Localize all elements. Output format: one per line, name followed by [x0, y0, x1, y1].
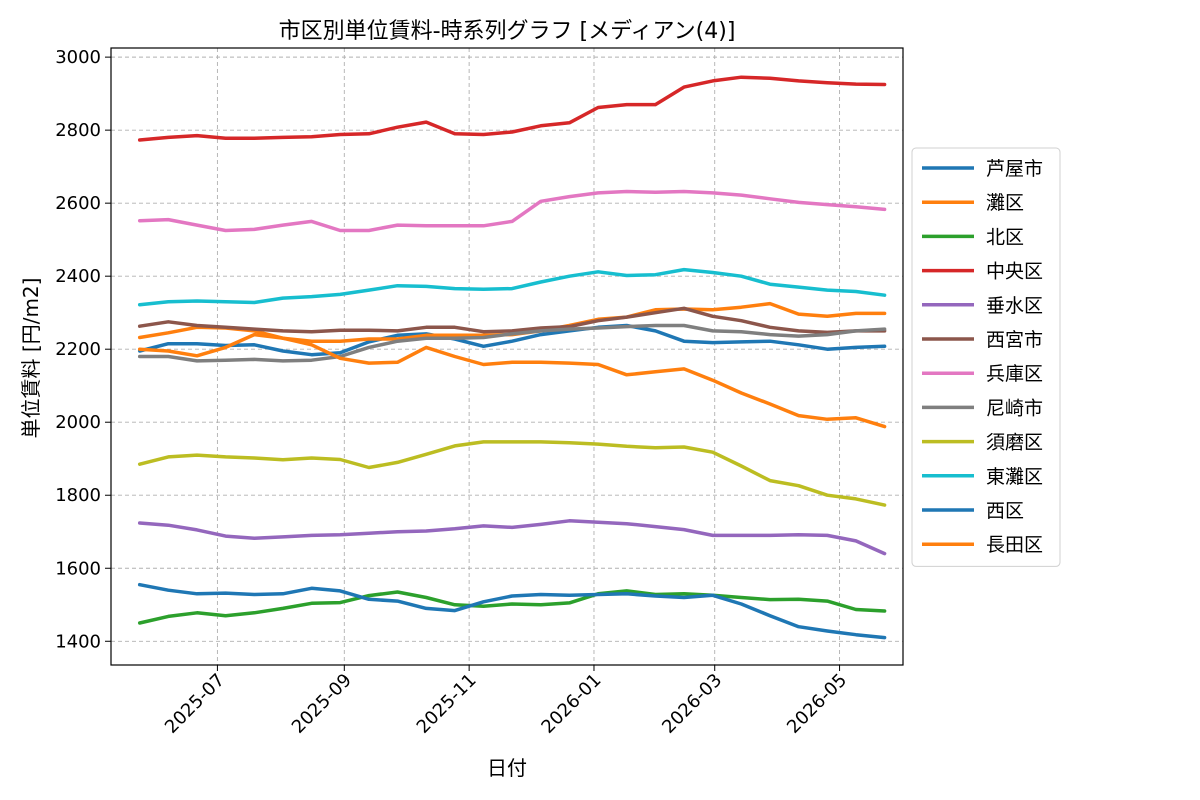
y-tick-label: 1400: [55, 631, 101, 652]
series-line-芦屋市: [137, 323, 887, 357]
legend-label: 尼崎市: [986, 397, 1043, 419]
legend-label: 西区: [986, 500, 1024, 522]
series-line-尼崎市: [137, 323, 887, 363]
series-line-西区: [137, 582, 887, 640]
x-tick-label: 2026-01: [537, 670, 605, 738]
series-line-兵庫区: [137, 189, 887, 233]
series-line-東灘区: [137, 267, 887, 307]
y-axis: 1400 1600 1800 2000 2200 2400 2600 2800 3000: [55, 47, 111, 652]
legend-label: 北区: [986, 226, 1024, 248]
y-tick-label: 2800: [55, 120, 101, 141]
series-line-垂水区: [137, 519, 887, 556]
grid-lines: [111, 48, 903, 665]
legend-label: 中央区: [986, 261, 1043, 283]
y-tick-label: 2000: [55, 412, 101, 433]
series-line-須磨区: [137, 440, 887, 507]
plot-area-frame: [110, 47, 904, 666]
series-lines: [137, 75, 887, 640]
x-tick-label: 2025-09: [288, 670, 356, 738]
legend-label: 須磨区: [986, 432, 1043, 454]
y-tick-label: 2600: [55, 193, 101, 214]
legend-box: [911, 147, 1061, 567]
x-axis-title: 日付: [487, 756, 527, 780]
series-line-西宮市: [137, 306, 887, 335]
x-axis: 2025-07 2025-09 2025-11 2026-01 2026-03 2026-…: [161, 665, 851, 738]
x-tick-label: 2026-03: [658, 670, 726, 738]
legend-label: 長田区: [986, 534, 1043, 556]
y-axis-title: 単位賃料 [円/m2]: [19, 278, 43, 439]
legend-label: 西宮市: [986, 329, 1043, 351]
series-line-中央区: [137, 75, 887, 142]
legend-label: 東灘区: [986, 466, 1043, 488]
y-tick-label: 2400: [55, 266, 101, 287]
x-tick-label: 2026-05: [783, 670, 851, 738]
legend-label: 灘区: [986, 192, 1024, 214]
series-line-北区: [137, 589, 887, 625]
x-tick-label: 2025-11: [413, 670, 481, 738]
y-tick-label: 3000: [55, 47, 101, 68]
legend-label: 兵庫区: [986, 363, 1043, 385]
series-line-長田区: [137, 332, 887, 429]
y-tick-label: 1600: [55, 558, 101, 579]
chart-title: 市区別単位賃料-時系列グラフ [メディアン(4)]: [279, 19, 736, 44]
y-tick-label: 2200: [55, 339, 101, 360]
legend-label: 芦屋市: [986, 158, 1043, 180]
x-tick-label: 2025-07: [161, 670, 229, 738]
y-tick-label: 1800: [55, 485, 101, 506]
legend-label: 垂水区: [986, 295, 1043, 317]
